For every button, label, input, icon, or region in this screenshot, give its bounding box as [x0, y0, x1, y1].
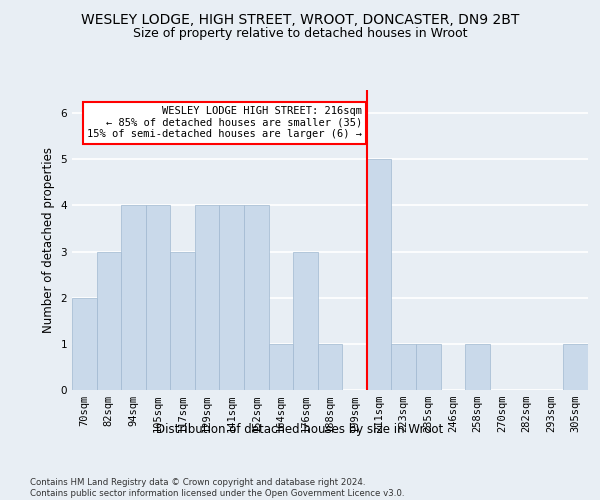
Bar: [195, 206, 220, 390]
Bar: [146, 206, 170, 390]
Bar: [220, 206, 244, 390]
Bar: [391, 344, 416, 390]
Bar: [97, 252, 121, 390]
Bar: [269, 344, 293, 390]
Bar: [563, 344, 588, 390]
Bar: [72, 298, 97, 390]
Bar: [367, 159, 391, 390]
Bar: [244, 206, 269, 390]
Bar: [416, 344, 440, 390]
Bar: [293, 252, 318, 390]
Bar: [465, 344, 490, 390]
Bar: [170, 252, 195, 390]
Text: Size of property relative to detached houses in Wroot: Size of property relative to detached ho…: [133, 28, 467, 40]
Text: Contains HM Land Registry data © Crown copyright and database right 2024.
Contai: Contains HM Land Registry data © Crown c…: [30, 478, 404, 498]
Text: Distribution of detached houses by size in Wroot: Distribution of detached houses by size …: [157, 422, 443, 436]
Text: WESLEY LODGE, HIGH STREET, WROOT, DONCASTER, DN9 2BT: WESLEY LODGE, HIGH STREET, WROOT, DONCAS…: [81, 12, 519, 26]
Bar: [318, 344, 342, 390]
Bar: [121, 206, 146, 390]
Text: WESLEY LODGE HIGH STREET: 216sqm
← 85% of detached houses are smaller (35)
15% o: WESLEY LODGE HIGH STREET: 216sqm ← 85% o…: [87, 106, 362, 140]
Y-axis label: Number of detached properties: Number of detached properties: [42, 147, 55, 333]
